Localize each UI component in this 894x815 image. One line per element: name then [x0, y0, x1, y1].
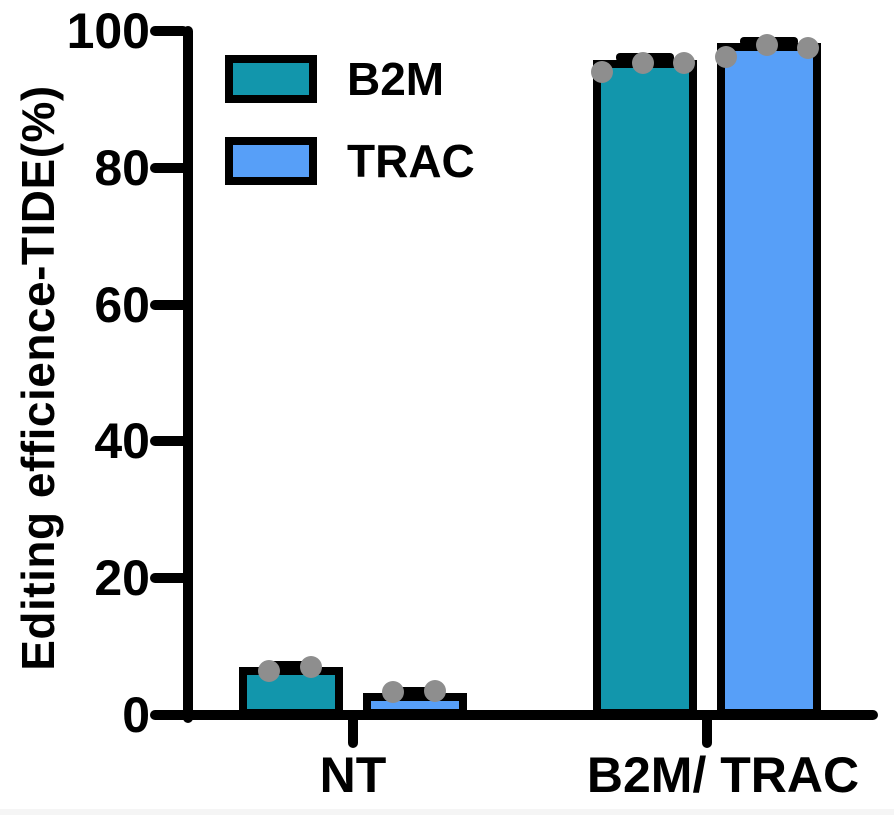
- data-point-trac-b2m-trac-2: [756, 33, 778, 56]
- bar-b2m-nt: [239, 667, 343, 717]
- legend-label-b2m: B2M: [347, 53, 445, 105]
- x-tick-nt: [348, 711, 358, 748]
- x-tick-b2m-trac: [702, 711, 712, 748]
- y-tick-100: [150, 26, 188, 36]
- legend-swatch-trac: [225, 137, 317, 185]
- y-tick-label-40: 40: [94, 413, 150, 470]
- data-point-trac-nt-2: [424, 680, 446, 703]
- error-bar-cap-b2m-nt: [262, 660, 320, 670]
- legend-item-trac: TRAC: [225, 137, 475, 185]
- data-point-trac-b2m-trac-3: [797, 37, 819, 60]
- bar-b2m-b2m-trac: [593, 59, 697, 717]
- y-axis-line: [183, 26, 193, 723]
- x-label-b2m-trac: B2M/ TRAC: [586, 747, 860, 803]
- y-axis-title: Editing efficience-TIDE(%): [12, 85, 64, 671]
- data-point-trac-nt-1: [382, 680, 404, 703]
- y-tick-40: [150, 436, 188, 447]
- legend-swatch-b2m: [225, 55, 317, 103]
- error-bar-cap-trac-nt: [386, 686, 444, 696]
- y-tick-60: [150, 299, 188, 310]
- y-tick-label-80: 80: [94, 139, 150, 196]
- bottom-edge-artifact: [0, 809, 894, 815]
- data-point-b2m-b2m-trac-3: [673, 52, 695, 75]
- data-point-trac-b2m-trac-1: [715, 45, 737, 68]
- legend-item-b2m: B2M: [225, 55, 475, 103]
- y-tick-80: [150, 162, 188, 173]
- y-tick-0: [150, 710, 188, 720]
- data-point-b2m-nt-1: [258, 660, 280, 683]
- data-point-b2m-b2m-trac-2: [632, 52, 654, 75]
- x-label-nt: NT: [319, 747, 387, 803]
- y-tick-label-0: 0: [122, 687, 150, 743]
- legend-label-trac: TRAC: [347, 135, 475, 187]
- bar-trac-nt: [363, 692, 467, 717]
- data-point-b2m-nt-2: [300, 656, 322, 679]
- bar-trac-b2m-trac: [717, 43, 821, 717]
- x-axis-line: [152, 710, 878, 720]
- y-tick-label-20: 20: [94, 550, 150, 607]
- legend: B2M TRAC: [225, 55, 475, 219]
- y-tick-label-100: 100: [66, 3, 150, 59]
- y-tick-20: [150, 573, 188, 584]
- y-tick-label-60: 60: [94, 276, 150, 333]
- data-point-b2m-b2m-trac-1: [591, 61, 613, 84]
